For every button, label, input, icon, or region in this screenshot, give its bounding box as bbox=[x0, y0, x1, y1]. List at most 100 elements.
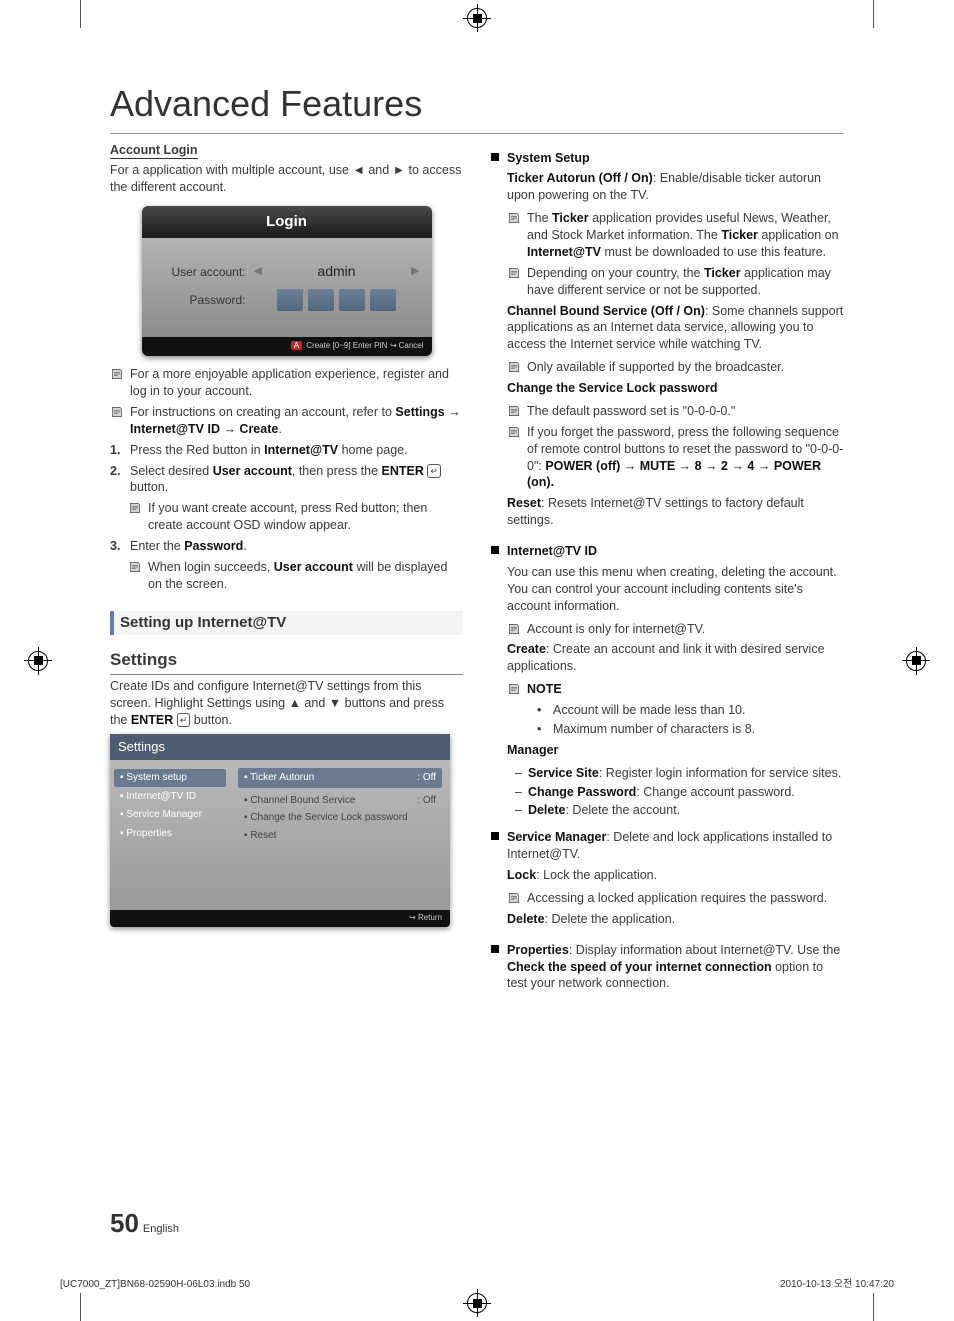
bullet-icon: • bbox=[537, 702, 547, 719]
note-text: Depending on your country, the Ticker ap… bbox=[527, 265, 844, 299]
list-item-note: If you want create account, press Red bu… bbox=[128, 500, 463, 534]
note-icon bbox=[110, 405, 124, 419]
subheading: Setting up Internet@TV bbox=[110, 611, 463, 635]
pin-box[interactable] bbox=[277, 289, 303, 311]
text: : Change account password. bbox=[636, 785, 794, 799]
sidebar-item-service-manager[interactable]: ▪ Service Manager bbox=[114, 806, 226, 824]
text-bold: Change the Service Lock password bbox=[507, 381, 718, 395]
text: application on bbox=[758, 228, 839, 242]
channel-bound-row[interactable]: ▪ Channel Bound Service: Off bbox=[238, 792, 442, 810]
list-item: •Maximum number of characters is 8. bbox=[537, 721, 844, 738]
text: : Delete the application. bbox=[545, 912, 676, 926]
text-bold: Service Manager bbox=[507, 830, 606, 844]
page-number: 50English bbox=[110, 1206, 179, 1241]
ticker-autorun-row[interactable]: ▪ Ticker Autorun: Off bbox=[238, 768, 442, 788]
sidebar-item-internet-tv-id[interactable]: ▪ Internet@TV ID bbox=[114, 788, 226, 806]
login-panel: Login User account: ◀ admin ▶ Password: bbox=[142, 206, 432, 356]
settings-panel: Settings ▪ System setup ▪ Internet@TV ID… bbox=[110, 734, 450, 926]
label: Properties bbox=[126, 828, 172, 839]
crop-mark bbox=[80, 0, 81, 28]
text: : Lock the application. bbox=[536, 868, 657, 882]
system-setup-heading: System Setup bbox=[507, 151, 590, 165]
account-login-heading: Account Login bbox=[110, 142, 198, 160]
text: . bbox=[278, 422, 281, 436]
return-icon: ↩ bbox=[390, 341, 397, 352]
footer-text: Return bbox=[416, 913, 442, 922]
pin-box[interactable] bbox=[370, 289, 396, 311]
login-steps: 1.Press the Red button in Internet@TV ho… bbox=[110, 442, 463, 593]
page-title: Advanced Features bbox=[110, 80, 844, 134]
sidebar-item-system-setup[interactable]: ▪ System setup bbox=[114, 769, 226, 787]
left-arrow-icon: ◄ bbox=[353, 163, 365, 177]
note-icon bbox=[128, 501, 142, 515]
note: Accessing a locked application requires … bbox=[507, 890, 844, 907]
note: The Ticker application provides useful N… bbox=[507, 210, 844, 261]
settings-panel-title: Settings bbox=[110, 734, 450, 760]
pin-box[interactable] bbox=[339, 289, 365, 311]
list-item: –Change Password: Change account passwor… bbox=[515, 784, 844, 801]
footer-text: Create [0~9] Enter PIN bbox=[304, 341, 390, 350]
reset-para: Reset: Resets Internet@TV settings to fa… bbox=[507, 495, 844, 529]
note-icon bbox=[128, 560, 142, 574]
text: Delete: Delete the account. bbox=[528, 802, 680, 819]
list-item: 1.Press the Red button in Internet@TV ho… bbox=[110, 442, 463, 459]
text: must be downloaded to use this feature. bbox=[601, 245, 826, 259]
down-arrow-icon: ▼ bbox=[329, 696, 341, 710]
text-bold: Delete bbox=[528, 803, 566, 817]
text: : Display information about Internet@TV.… bbox=[569, 943, 840, 957]
text-bold: ENTER bbox=[131, 713, 173, 727]
change-lock-row[interactable]: ▪ Change the Service Lock password bbox=[238, 809, 442, 827]
page-footer: 50English bbox=[110, 1206, 844, 1241]
password-boxes[interactable] bbox=[254, 289, 420, 311]
square-bullet-icon bbox=[491, 546, 499, 554]
settings-sidebar: ▪ System setup ▪ Internet@TV ID ▪ Servic… bbox=[110, 760, 230, 910]
text-bold: Internet@TV bbox=[527, 245, 601, 259]
settings-panel-body: ▪ System setup ▪ Internet@TV ID ▪ Servic… bbox=[110, 760, 450, 910]
text-bold: Create bbox=[507, 642, 546, 656]
right-column: System Setup Ticker Autorun (Off / On): … bbox=[491, 142, 844, 993]
note-icon bbox=[507, 266, 521, 280]
note: The default password set is "0-0-0-0." bbox=[507, 403, 844, 420]
text-bold: Reset bbox=[507, 496, 541, 510]
text-bold: Channel Bound Service (Off / On) bbox=[507, 304, 705, 318]
settings-heading: Settings bbox=[110, 649, 463, 675]
crop-mark bbox=[873, 0, 874, 28]
pin-box[interactable] bbox=[308, 289, 334, 311]
label: Internet@TV ID bbox=[126, 791, 196, 802]
label: ▪ Change the Service Lock password bbox=[244, 811, 408, 825]
text: Maximum number of characters is 8. bbox=[553, 721, 755, 738]
text: Service Site: Register login information… bbox=[528, 765, 841, 782]
manager-heading: Manager bbox=[507, 742, 844, 759]
note-text: The default password set is "0-0-0-0." bbox=[527, 403, 735, 420]
dash-icon: – bbox=[515, 765, 522, 782]
label: ▪ Channel Bound Service bbox=[244, 794, 355, 808]
note-text: When login succeeds, User account will b… bbox=[148, 559, 463, 593]
enter-icon: ↵ bbox=[177, 713, 191, 727]
password-label: Password: bbox=[154, 292, 254, 308]
left-arrow-icon[interactable]: ◀ bbox=[254, 264, 262, 279]
sidebar-item-properties[interactable]: ▪ Properties bbox=[114, 825, 226, 843]
value: : Off bbox=[417, 771, 436, 785]
text-bold: Internet@TV bbox=[264, 443, 338, 457]
text-bold: Properties bbox=[507, 943, 569, 957]
list-item: 3.Enter the Password. bbox=[110, 538, 463, 555]
note-icon bbox=[507, 622, 521, 636]
text-bold: User account bbox=[213, 464, 292, 478]
step-text: Enter the Password. bbox=[130, 538, 247, 555]
label: ▪ Reset bbox=[244, 829, 276, 843]
text-bold: Ticker bbox=[704, 266, 741, 280]
internet-tv-id-heading: Internet@TV ID bbox=[507, 544, 597, 558]
dash-icon: – bbox=[515, 784, 522, 801]
user-account-value[interactable]: admin bbox=[262, 262, 411, 281]
user-account-row: User account: ◀ admin ▶ bbox=[154, 262, 420, 281]
label: Service Manager bbox=[126, 809, 202, 820]
return-icon: ↩ bbox=[409, 913, 416, 924]
change-lock-heading: Change the Service Lock password bbox=[507, 380, 844, 397]
reset-row[interactable]: ▪ Reset bbox=[238, 827, 442, 845]
text: Change Password: Change account password… bbox=[528, 784, 795, 801]
text-bold: Change Password bbox=[528, 785, 636, 799]
right-arrow-icon[interactable]: ▶ bbox=[411, 264, 419, 279]
step-text: Select desired User account, then press … bbox=[130, 463, 463, 497]
settings-intro: Create IDs and configure Internet@TV set… bbox=[110, 678, 463, 729]
text-bold: Service Site bbox=[528, 766, 599, 780]
